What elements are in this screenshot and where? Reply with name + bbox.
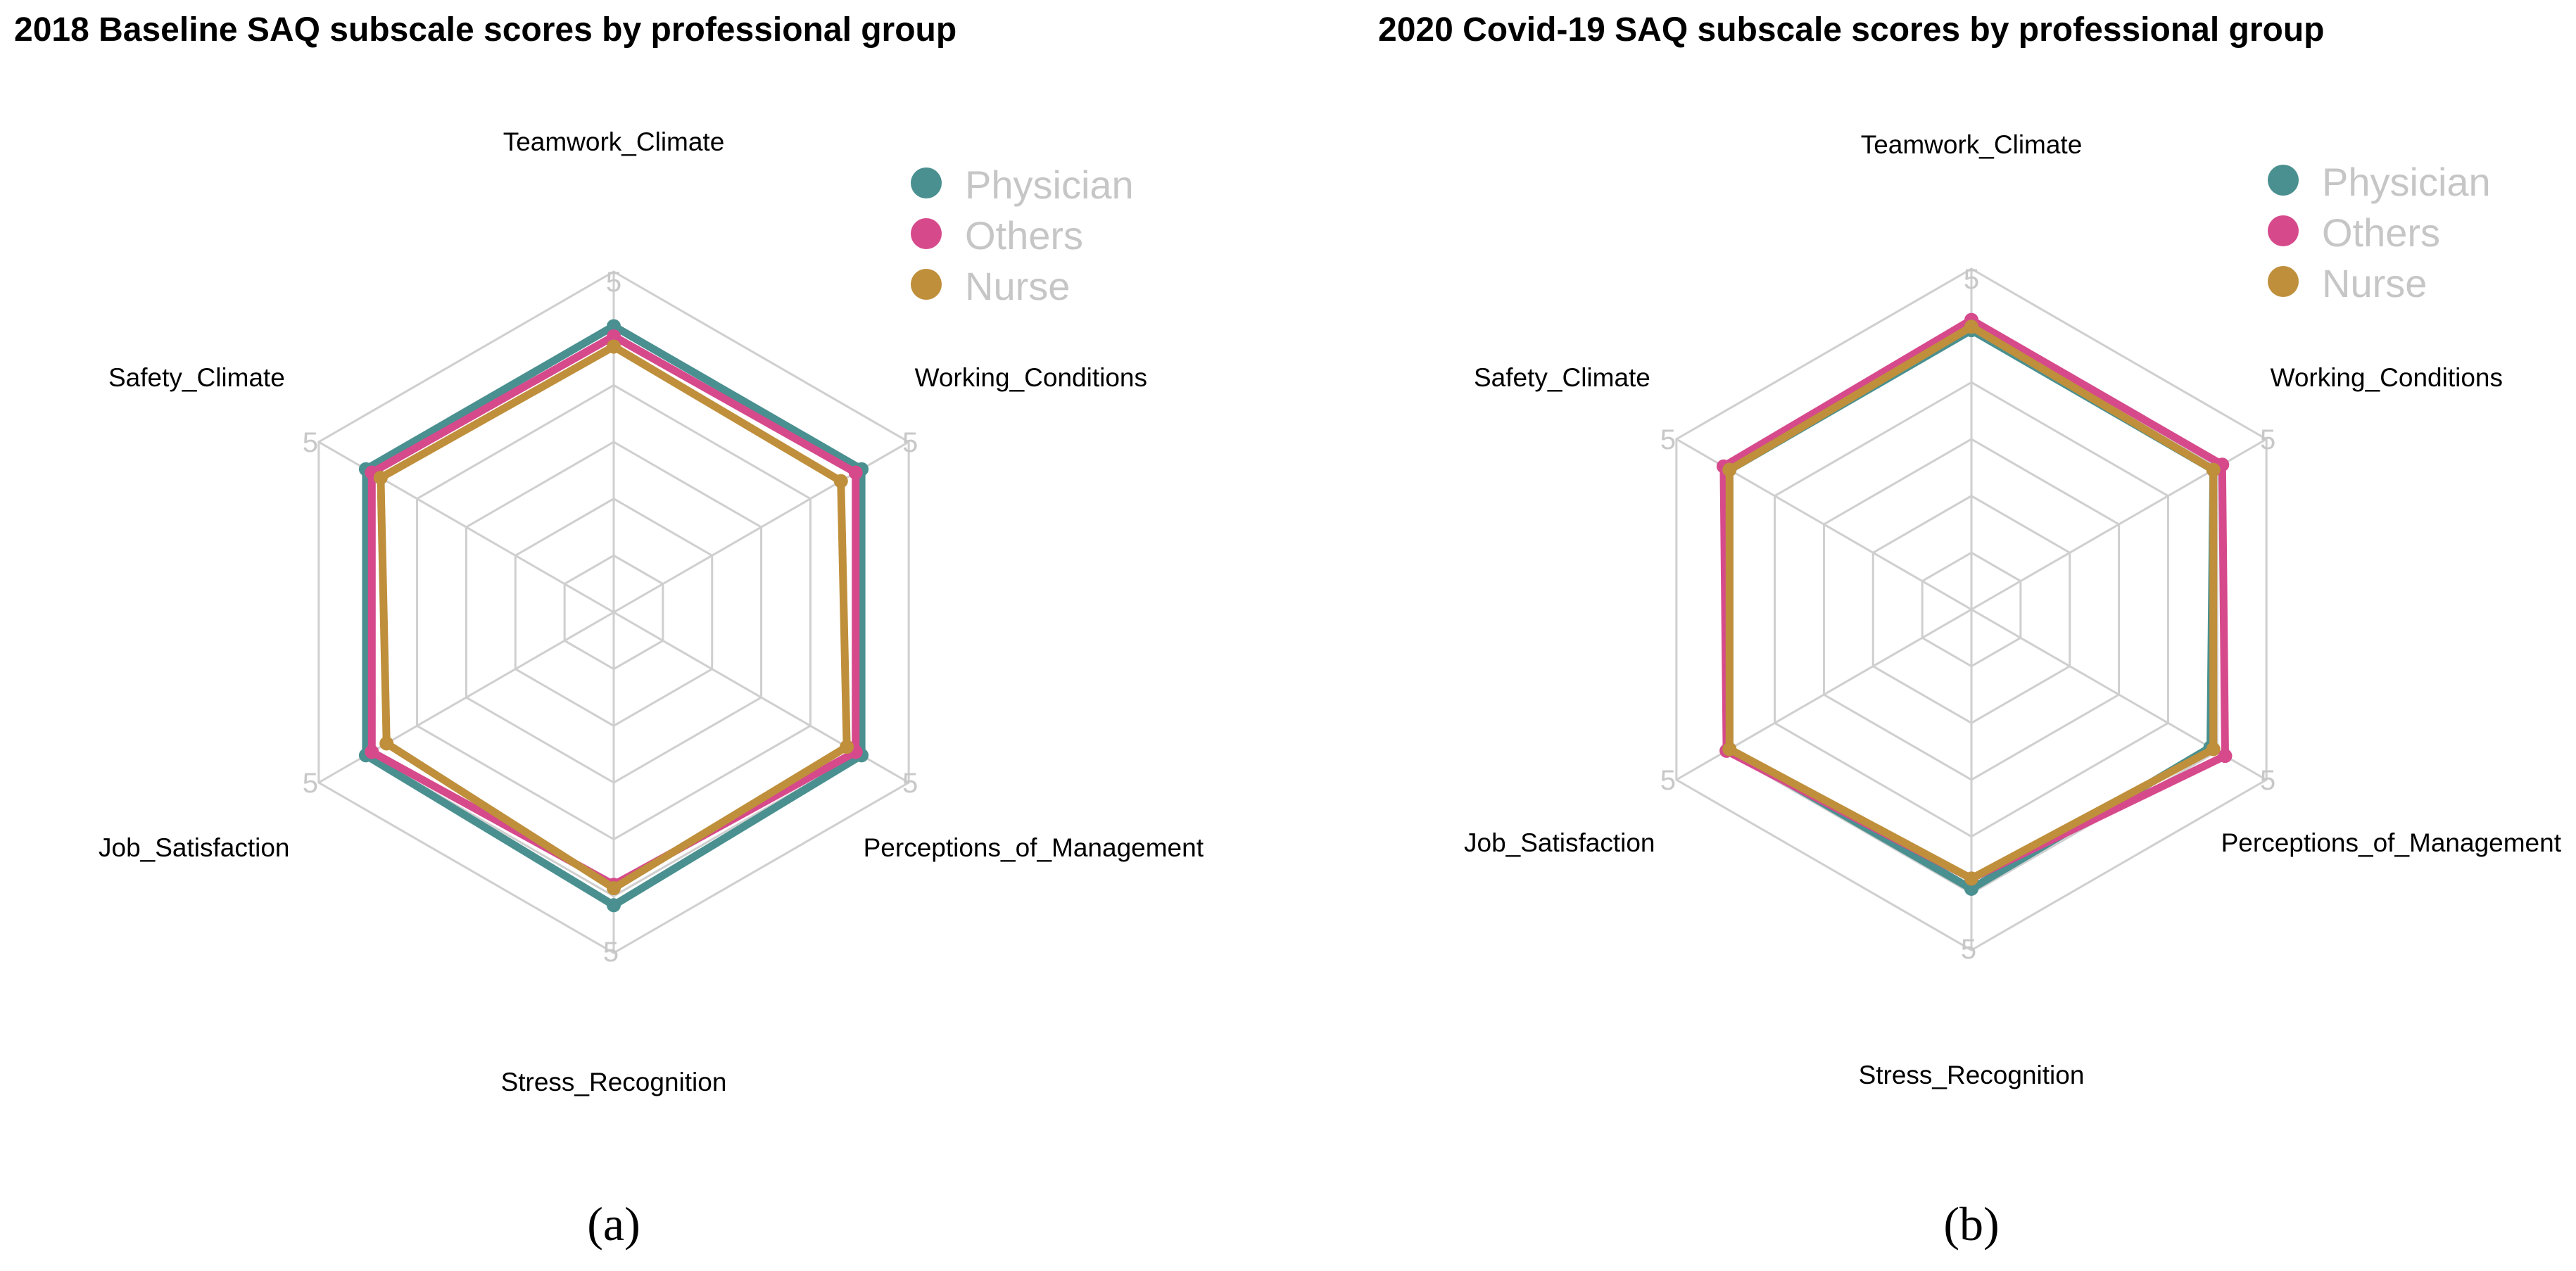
chart-title: 2020 Covid-19 SAQ subscale scores by pro… <box>1378 11 2324 49</box>
axis-label: Safety_Climate <box>108 363 285 392</box>
series-point-nurse <box>1722 742 1737 757</box>
axis-max-tick-label: 5 <box>1961 934 1976 965</box>
radar-panel-baseline-2018: 2018 Baseline SAQ subscale scores by pro… <box>14 11 1204 1251</box>
axis-label: Working_Conditions <box>915 363 1147 392</box>
series-point-others <box>848 465 863 480</box>
axis-label: Stress_Recognition <box>1859 1061 2085 1089</box>
legend-label-others: Others <box>2322 210 2440 255</box>
axis-label: Working_Conditions <box>2271 363 2503 392</box>
legend-marker-others <box>2268 215 2299 246</box>
legend-marker-nurse <box>911 269 942 300</box>
series-point-physician <box>1964 881 1978 896</box>
series-point-nurse <box>2206 742 2221 757</box>
axis-max-tick-label: 5 <box>1660 765 1676 796</box>
series-point-nurse <box>1964 320 1978 334</box>
series-point-others <box>2218 749 2233 764</box>
axis-label: Stress_Recognition <box>501 1068 727 1096</box>
axis-label: Teamwork_Climate <box>503 127 725 156</box>
axis-label: Safety_Climate <box>1474 363 1650 392</box>
axis-label: Perceptions_of_Management <box>2221 828 2562 857</box>
axis-label: Job_Satisfaction <box>99 833 290 862</box>
legend-marker-nurse <box>2268 266 2299 297</box>
series-point-nurse <box>607 881 621 896</box>
legend-label-physician: Physician <box>2322 160 2491 204</box>
series-point-nurse <box>833 474 848 488</box>
axis-max-tick-label: 5 <box>902 768 918 799</box>
axis-max-tick-label: 5 <box>2260 424 2275 455</box>
series-point-others <box>365 745 379 759</box>
axis-max-tick-label: 5 <box>1964 264 1979 295</box>
axis-label: Job_Satisfaction <box>1464 828 1655 857</box>
series-point-others <box>607 329 621 343</box>
series-point-nurse <box>840 740 854 754</box>
series-point-nurse <box>1964 871 1978 886</box>
axis-max-tick-label: 5 <box>2260 765 2275 796</box>
series-point-physician <box>607 319 621 334</box>
legend-label-physician: Physician <box>965 163 1134 207</box>
series-point-physician <box>607 898 621 913</box>
legend-label-nurse: Nurse <box>965 264 1070 308</box>
series-point-nurse <box>607 339 621 354</box>
legend-label-nurse: Nurse <box>2322 261 2427 305</box>
axis-max-tick-label: 5 <box>1660 424 1676 455</box>
chart-title: 2018 Baseline SAQ subscale scores by pro… <box>14 11 956 49</box>
legend-marker-physician <box>911 167 942 198</box>
axis-max-tick-label: 5 <box>603 937 619 968</box>
axis-max-tick-label: 5 <box>303 768 318 799</box>
axis-label: Teamwork_Climate <box>1861 130 2083 159</box>
axis-max-tick-label: 5 <box>606 267 621 298</box>
axis-max-tick-label: 5 <box>902 427 918 458</box>
series-point-nurse <box>373 470 388 485</box>
panel-caption: (a) <box>587 1197 640 1251</box>
legend-label-others: Others <box>965 213 1083 258</box>
series-point-nurse <box>2206 462 2221 477</box>
axis-max-tick-label: 5 <box>303 427 318 458</box>
axis-label: Perceptions_of_Management <box>864 833 1204 862</box>
series-point-nurse <box>379 736 394 751</box>
legend-marker-others <box>911 218 942 249</box>
series-point-nurse <box>1722 462 1737 477</box>
radar-panel-covid-2020: 2020 Covid-19 SAQ subscale scores by pro… <box>1378 11 2562 1251</box>
legend-marker-physician <box>2268 165 2299 196</box>
panel-caption: (b) <box>1943 1197 1999 1251</box>
